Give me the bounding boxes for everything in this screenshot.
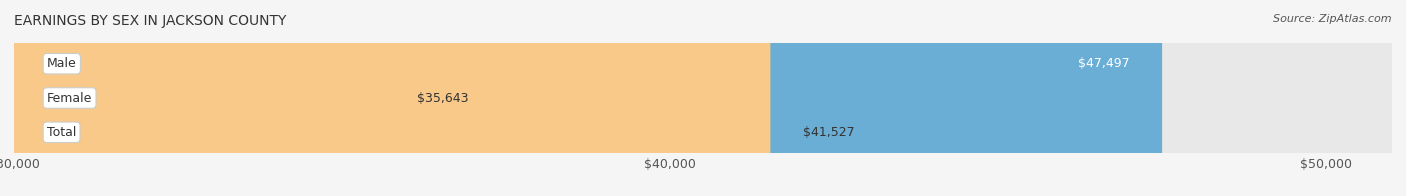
Text: Total: Total xyxy=(46,126,76,139)
FancyBboxPatch shape xyxy=(14,0,770,196)
FancyBboxPatch shape xyxy=(0,0,538,196)
FancyBboxPatch shape xyxy=(14,0,1163,196)
Text: Source: ZipAtlas.com: Source: ZipAtlas.com xyxy=(1274,14,1392,24)
FancyBboxPatch shape xyxy=(14,0,1392,196)
Text: EARNINGS BY SEX IN JACKSON COUNTY: EARNINGS BY SEX IN JACKSON COUNTY xyxy=(14,14,287,28)
Text: Female: Female xyxy=(46,92,93,104)
Text: Male: Male xyxy=(46,57,76,70)
FancyBboxPatch shape xyxy=(14,0,1392,196)
Text: $47,497: $47,497 xyxy=(1077,57,1129,70)
FancyBboxPatch shape xyxy=(14,0,1392,196)
Text: $41,527: $41,527 xyxy=(803,126,855,139)
Text: $35,643: $35,643 xyxy=(418,92,468,104)
